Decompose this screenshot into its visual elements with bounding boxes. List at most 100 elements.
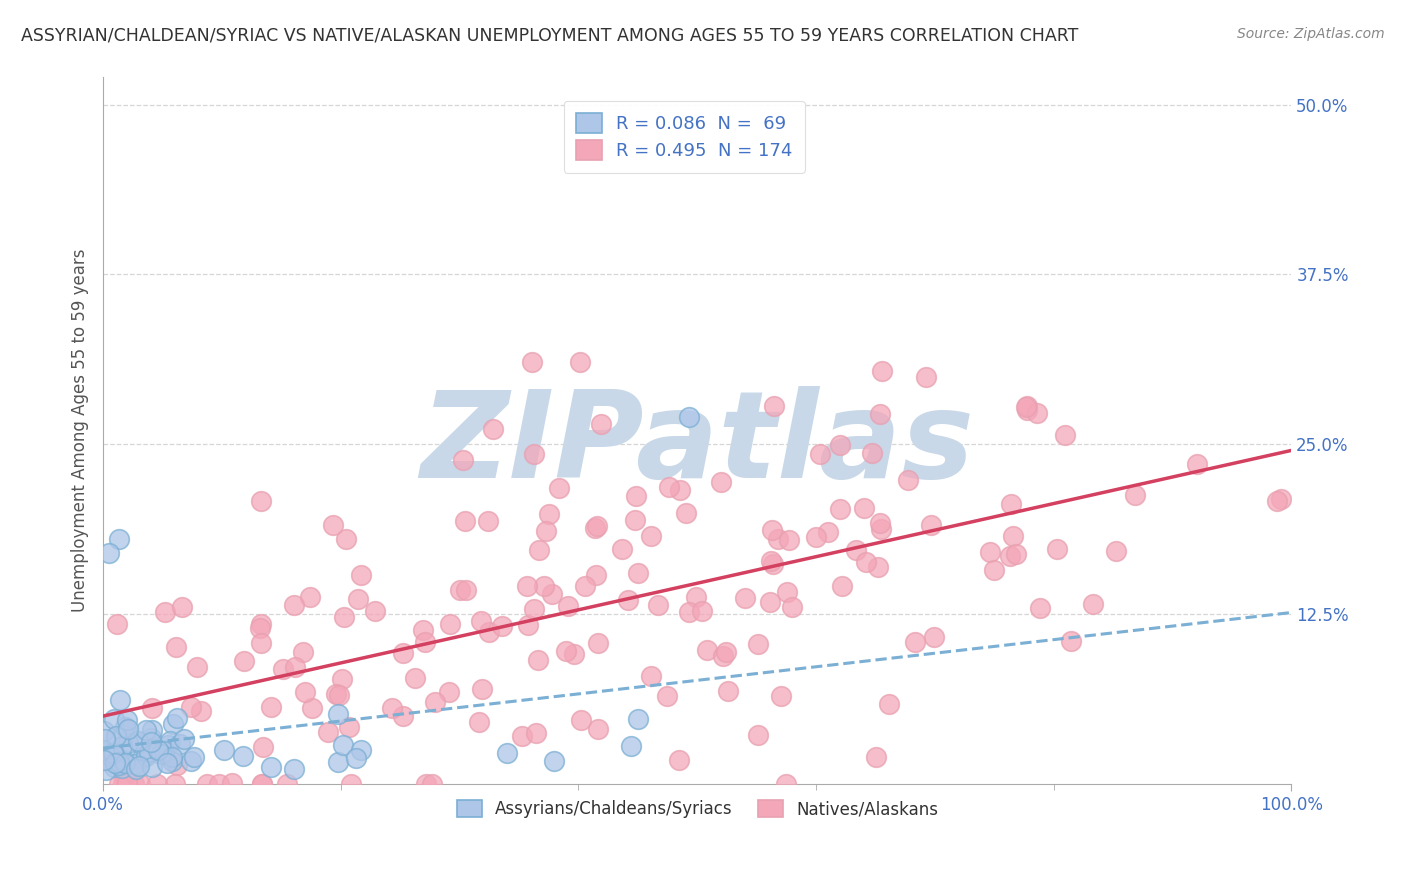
Point — [716, 683, 738, 698]
Point — [108, 755, 131, 769]
Point — [449, 582, 471, 597]
Point — [105, 729, 128, 743]
Point — [381, 701, 404, 715]
Point — [108, 533, 131, 547]
Point — [845, 543, 868, 558]
Point — [316, 725, 339, 739]
Point — [180, 700, 202, 714]
Point — [98, 747, 121, 762]
Point — [276, 777, 298, 791]
Point — [135, 723, 157, 737]
Point — [1265, 494, 1288, 508]
Point — [412, 624, 434, 638]
Point — [734, 591, 756, 606]
Point — [869, 407, 891, 421]
Text: ASSYRIAN/CHALDEAN/SYRIAC VS NATIVE/ALASKAN UNEMPLOYMENT AMONG AGES 55 TO 59 YEAR: ASSYRIAN/CHALDEAN/SYRIAC VS NATIVE/ALASK… — [21, 27, 1078, 45]
Legend: Assyrians/Chaldeans/Syriacs, Natives/Alaskans: Assyrians/Chaldeans/Syriacs, Natives/Ala… — [450, 793, 945, 825]
Point — [865, 750, 887, 764]
Point — [108, 758, 131, 772]
Point — [828, 502, 851, 516]
Point — [250, 616, 273, 631]
Point — [131, 751, 153, 765]
Point — [252, 740, 274, 755]
Point — [1029, 600, 1052, 615]
Point — [112, 753, 135, 767]
Point — [146, 777, 169, 791]
Point — [655, 690, 678, 704]
Point — [537, 507, 560, 521]
Point — [117, 736, 139, 750]
Point — [678, 605, 700, 619]
Point — [420, 777, 443, 791]
Point — [617, 593, 640, 607]
Point — [294, 684, 316, 698]
Point — [696, 642, 718, 657]
Point — [105, 617, 128, 632]
Point — [162, 716, 184, 731]
Point — [762, 557, 785, 571]
Point — [527, 652, 550, 666]
Point — [904, 635, 927, 649]
Point — [232, 748, 254, 763]
Point — [804, 530, 827, 544]
Point — [710, 475, 733, 489]
Point — [325, 688, 347, 702]
Point — [557, 599, 579, 613]
Text: Source: ZipAtlas.com: Source: ZipAtlas.com — [1237, 27, 1385, 41]
Point — [404, 671, 426, 685]
Point — [250, 494, 273, 508]
Point — [817, 524, 839, 539]
Point — [868, 559, 890, 574]
Point — [165, 640, 187, 654]
Point — [1025, 406, 1047, 420]
Point — [94, 745, 117, 759]
Point — [195, 777, 218, 791]
Point — [585, 568, 607, 582]
Text: ZIPatlas: ZIPatlas — [420, 386, 974, 503]
Point — [870, 364, 893, 378]
Point — [534, 524, 557, 539]
Point — [808, 447, 831, 461]
Point — [232, 654, 254, 668]
Point — [112, 728, 135, 742]
Point — [93, 731, 115, 746]
Point — [516, 579, 538, 593]
Point — [1123, 488, 1146, 502]
Point — [586, 519, 609, 533]
Point — [1004, 547, 1026, 561]
Point — [451, 453, 474, 467]
Point — [301, 700, 323, 714]
Point — [477, 515, 499, 529]
Point — [852, 500, 875, 515]
Point — [330, 672, 353, 686]
Point — [250, 777, 273, 791]
Point — [93, 742, 115, 756]
Point — [284, 660, 307, 674]
Point — [555, 643, 578, 657]
Point — [108, 777, 131, 791]
Point — [870, 522, 893, 536]
Point — [160, 749, 183, 764]
Point — [159, 734, 181, 748]
Point — [125, 762, 148, 776]
Point — [640, 529, 662, 543]
Point — [112, 771, 135, 785]
Point — [141, 701, 163, 715]
Point — [759, 595, 782, 609]
Point — [523, 448, 546, 462]
Point — [129, 777, 152, 791]
Point — [562, 647, 585, 661]
Point — [548, 481, 571, 495]
Point — [114, 720, 136, 734]
Point — [869, 516, 891, 531]
Point — [924, 630, 946, 644]
Point — [344, 750, 367, 764]
Point — [624, 513, 647, 527]
Point — [776, 584, 799, 599]
Point — [831, 578, 853, 592]
Point — [103, 712, 125, 726]
Point — [292, 645, 315, 659]
Point — [221, 776, 243, 790]
Point — [250, 636, 273, 650]
Point — [1000, 497, 1022, 511]
